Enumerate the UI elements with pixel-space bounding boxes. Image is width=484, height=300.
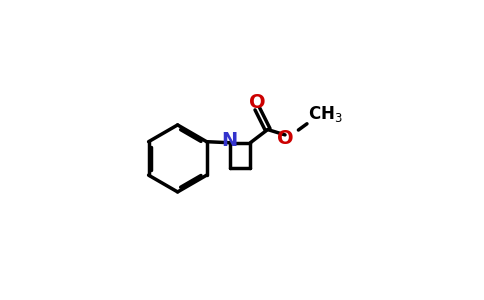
Text: O: O [249,94,266,112]
Text: CH$_3$: CH$_3$ [308,104,343,124]
Text: N: N [222,131,238,150]
Text: O: O [277,129,293,148]
